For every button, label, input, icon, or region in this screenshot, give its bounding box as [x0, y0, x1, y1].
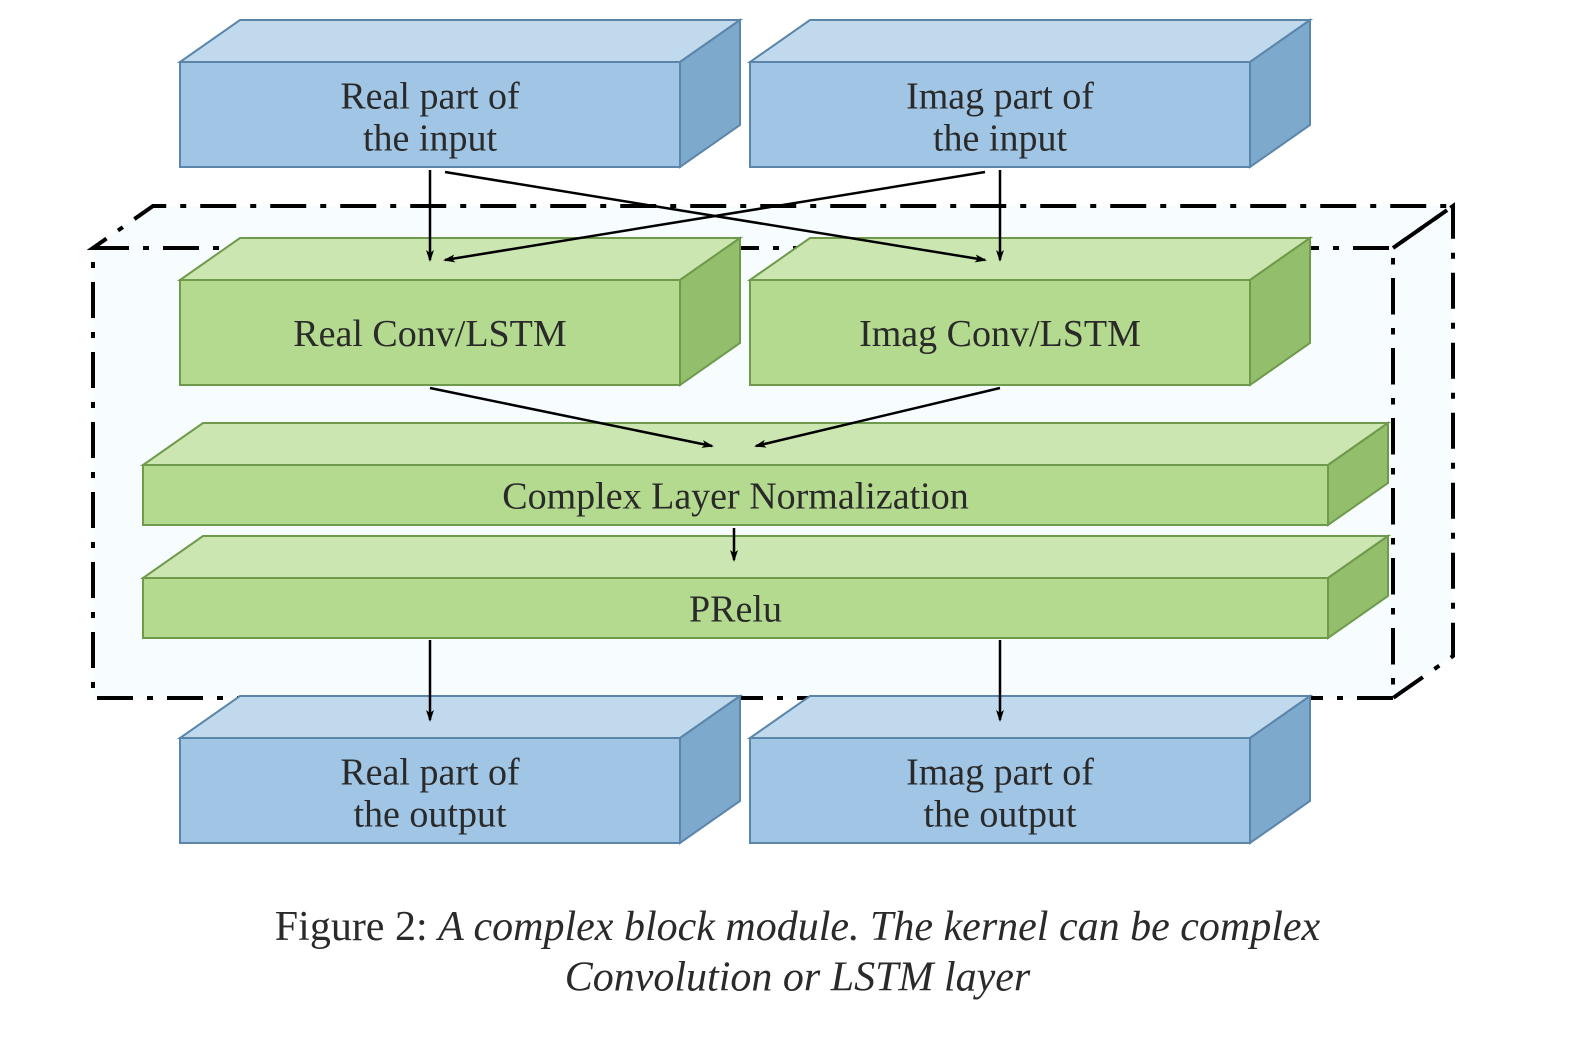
block-label-out-real-2: the output: [353, 794, 506, 836]
block-in-real: Real part ofthe input: [180, 20, 740, 167]
block-label-in-imag-1: Imag part of: [906, 76, 1094, 118]
block-conv-imag: Imag Conv/LSTM: [750, 238, 1310, 385]
figure-caption-text-1: A complex block module. The kernel can b…: [435, 904, 1320, 950]
block-in-imag: Imag part ofthe input: [750, 20, 1310, 167]
block-label-out-real-1: Real part of: [340, 752, 520, 794]
block-label-in-real-2: the input: [363, 118, 497, 160]
diagram-canvas: Real part ofthe inputImag part ofthe inp…: [0, 0, 1595, 1032]
block-out-imag: Imag part ofthe output: [750, 696, 1310, 843]
block-label-out-imag-2: the output: [923, 794, 1076, 836]
figure-caption-prefix: Figure 2:: [275, 904, 438, 950]
block-label-out-imag-1: Imag part of: [906, 752, 1094, 794]
block-out-real: Real part ofthe output: [180, 696, 740, 843]
block-label-cln: Complex Layer Normalization: [502, 475, 968, 517]
block-label-in-imag-2: the input: [933, 118, 1067, 160]
figure-caption-line-1: Figure 2: A complex block module. The ke…: [275, 904, 1321, 950]
block-cln: Complex Layer Normalization: [143, 423, 1388, 525]
block-prelu: PRelu: [143, 536, 1388, 638]
block-label-conv-imag: Imag Conv/LSTM: [859, 313, 1141, 355]
block-label-in-real-1: Real part of: [340, 76, 520, 118]
block-label-prelu: PRelu: [689, 588, 782, 630]
block-label-conv-real: Real Conv/LSTM: [293, 313, 566, 355]
block-conv-real: Real Conv/LSTM: [180, 238, 740, 385]
figure-caption-line-2: Convolution or LSTM layer: [565, 954, 1031, 1000]
